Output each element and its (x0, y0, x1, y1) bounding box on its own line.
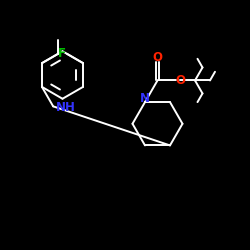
Text: NH: NH (56, 101, 76, 114)
Text: O: O (152, 51, 162, 64)
Text: F: F (58, 47, 66, 60)
Text: O: O (176, 74, 186, 87)
Text: N: N (140, 92, 149, 105)
